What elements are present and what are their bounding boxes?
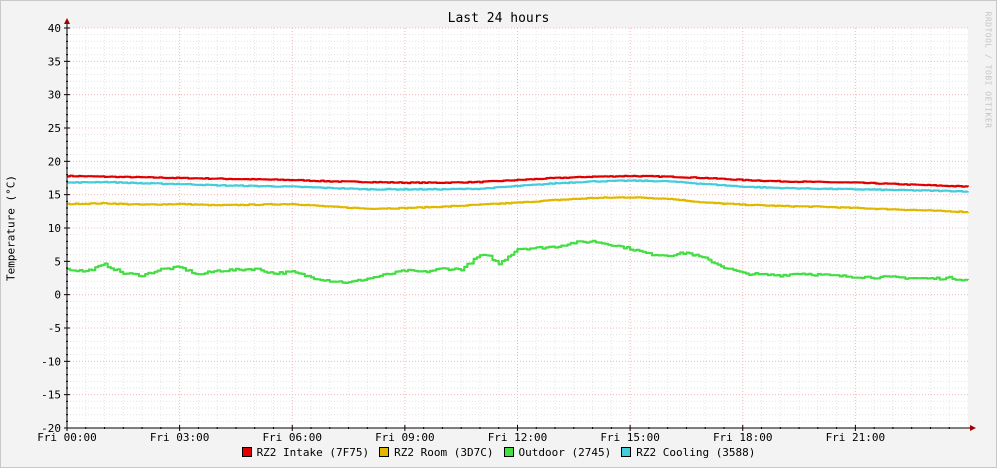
y-tick-label: -20 — [41, 422, 61, 435]
y-tick-label: -5 — [48, 322, 61, 335]
chart-title: Last 24 hours — [447, 11, 550, 26]
legend-label: Outdoor (2745) — [518, 446, 612, 459]
y-axis-arrow-icon — [64, 18, 70, 24]
series-line — [67, 174, 970, 188]
y-tick-label: -10 — [41, 355, 61, 368]
x-tick-label: Fri 15:00 — [600, 431, 660, 444]
legend-swatch-icon — [621, 447, 632, 457]
legend-item: RZ2 Cooling (3588) — [621, 446, 755, 459]
legend-swatch-icon — [241, 447, 252, 457]
series-line — [67, 196, 970, 214]
legend-label: RZ2 Intake (7F75) — [256, 446, 370, 459]
x-tick-label: Fri 21:00 — [826, 431, 886, 444]
legend-item: RZ2 Room (3D7C) — [379, 446, 494, 459]
y-tick-label: 40 — [48, 22, 61, 35]
tick-labels: -20 -15 -10 -5 0 5 10 15 20 25 30 35 40 Fri 00:00 Fri … — [37, 22, 885, 444]
legend-swatch-icon — [379, 447, 390, 457]
y-tick-label: -15 — [41, 389, 61, 402]
x-tick-label: Fri 06:00 — [262, 431, 322, 444]
x-tick-label: Fri 12:00 — [488, 431, 548, 444]
legend-label: RZ2 Room (3D7C) — [394, 446, 494, 459]
legend-item: Outdoor (2745) — [503, 446, 612, 459]
y-tick-label: 10 — [48, 222, 61, 235]
x-axis-arrow-icon — [970, 425, 976, 431]
y-tick-label: 20 — [48, 155, 61, 168]
y-tick-label: 25 — [48, 122, 61, 135]
x-tick-label: Fri 18:00 — [713, 431, 773, 444]
x-tick-label: Fri 03:00 — [150, 431, 210, 444]
legend-label: RZ2 Cooling (3588) — [636, 446, 756, 459]
y-tick-label: 5 — [54, 255, 61, 268]
legend-item: RZ2 Intake (7F75) — [241, 446, 370, 459]
y-tick-label: 0 — [54, 289, 61, 302]
series-line — [67, 239, 970, 284]
series-line — [67, 179, 970, 193]
legend-swatch-icon — [503, 447, 514, 457]
x-tick-label: Fri 09:00 — [375, 431, 435, 444]
series-group — [67, 174, 970, 284]
axes — [64, 18, 976, 431]
grid — [66, 27, 968, 429]
x-tick-label: Fri 00:00 — [37, 431, 97, 444]
y-tick-label: 30 — [48, 89, 61, 102]
legend: RZ2 Intake (7F75) RZ2 Room (3D7C) Outdoor … — [0, 446, 997, 459]
y-tick-label: 35 — [48, 55, 61, 68]
y-tick-label: 15 — [48, 189, 61, 202]
